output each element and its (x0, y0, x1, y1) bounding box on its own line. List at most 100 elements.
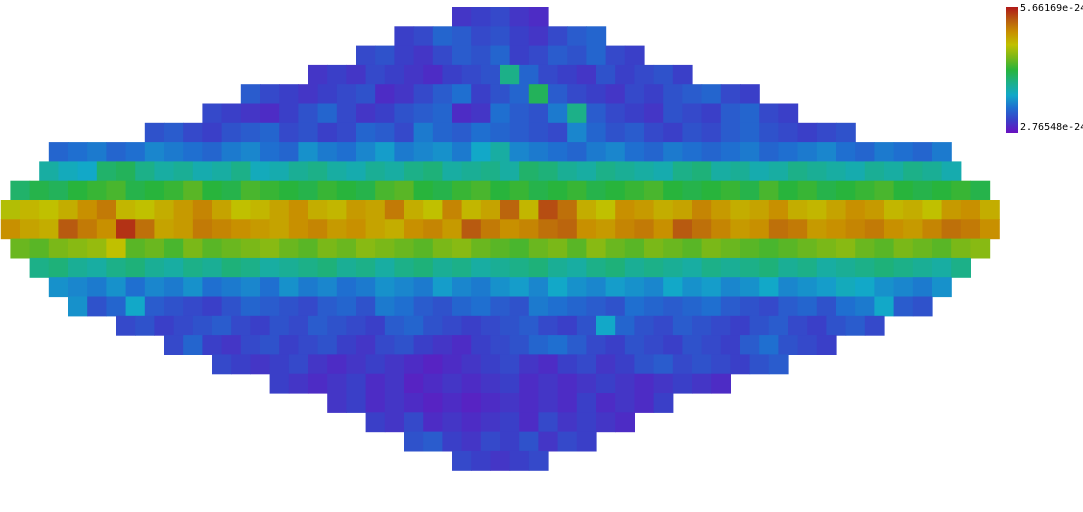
map-pixel (490, 142, 511, 162)
map-pixel (576, 200, 597, 220)
map-pixel (154, 315, 175, 336)
map-pixel (269, 200, 290, 220)
map-pixel (288, 354, 309, 375)
map-pixel (125, 238, 146, 259)
map-pixel (125, 142, 146, 162)
map-pixel (231, 161, 251, 182)
map-pixel (404, 373, 424, 394)
map-pixel (106, 277, 127, 298)
map-pixel (29, 257, 50, 278)
map-pixel (682, 103, 703, 124)
map-pixel (183, 296, 203, 317)
map-pixel (816, 180, 837, 201)
map-pixel (874, 257, 895, 278)
map-pixel (596, 219, 616, 240)
map-pixel (68, 238, 88, 259)
map-pixel (912, 296, 933, 317)
map-pixel (221, 335, 242, 355)
map-pixel (644, 142, 664, 162)
map-pixel (740, 238, 760, 259)
map-pixel (240, 180, 261, 201)
map-pixel (778, 238, 799, 259)
map-pixel (394, 277, 415, 298)
map-pixel (711, 373, 731, 394)
map-pixel (807, 200, 827, 220)
map-pixel (68, 296, 88, 317)
map-pixel (356, 335, 376, 355)
map-pixel (250, 315, 271, 336)
map-pixel (346, 200, 367, 220)
map-pixel (39, 219, 59, 240)
map-pixel (557, 200, 578, 220)
map-pixel (557, 161, 578, 182)
map-pixel (874, 238, 895, 259)
map-pixel (471, 296, 491, 317)
map-pixel (557, 412, 578, 433)
map-pixel (0, 200, 21, 220)
map-pixel (77, 200, 98, 220)
map-pixel (519, 161, 539, 182)
map-pixel (461, 161, 482, 182)
map-pixel (586, 277, 607, 298)
map-pixel (682, 257, 703, 278)
map-pixel (288, 373, 309, 394)
map-pixel (740, 296, 760, 317)
map-pixel (192, 219, 213, 240)
map-pixel (375, 45, 395, 66)
map-pixel (471, 277, 491, 298)
map-pixel (375, 103, 395, 124)
map-pixel (759, 122, 779, 143)
map-pixel (528, 257, 549, 278)
map-pixel (788, 161, 808, 182)
map-pixel (413, 335, 434, 355)
map-pixel (375, 180, 395, 201)
map-pixel (164, 180, 184, 201)
map-pixel (624, 45, 645, 66)
map-pixel (442, 431, 463, 452)
map-pixel (509, 257, 530, 278)
map-pixel (183, 142, 203, 162)
map-pixel (701, 103, 722, 124)
map-pixel (644, 103, 664, 124)
map-pixel (711, 354, 731, 375)
map-pixel (260, 335, 280, 355)
map-pixel (432, 142, 453, 162)
map-pixel (164, 122, 184, 143)
map-pixel (759, 238, 779, 259)
map-pixel (509, 103, 530, 124)
map-pixel (202, 180, 223, 201)
map-pixel (701, 296, 722, 317)
map-pixel (365, 373, 386, 394)
map-pixel (490, 84, 511, 105)
map-pixel (125, 180, 146, 201)
map-pixel (797, 142, 818, 162)
map-pixel (519, 373, 539, 394)
map-pixel (624, 238, 645, 259)
map-pixel (548, 84, 568, 105)
map-pixel (788, 315, 808, 336)
map-pixel (298, 296, 319, 317)
map-pixel (509, 277, 530, 298)
map-pixel (720, 84, 741, 105)
colorbar (1006, 7, 1018, 133)
map-pixel (48, 238, 69, 259)
map-pixel (500, 354, 520, 375)
map-pixel (327, 161, 347, 182)
map-pixel (461, 412, 482, 433)
map-pixel (452, 450, 472, 471)
map-pixel (557, 354, 578, 375)
map-pixel (951, 180, 971, 201)
map-pixel (10, 238, 31, 259)
map-pixel (413, 26, 434, 47)
map-pixel (365, 354, 386, 375)
map-pixel (308, 161, 328, 182)
map-pixel (576, 161, 597, 182)
map-pixel (567, 296, 587, 317)
map-pixel (528, 238, 549, 259)
map-pixel (548, 45, 568, 66)
map-pixel (240, 122, 261, 143)
map-pixel (0, 219, 21, 240)
map-pixel (615, 315, 635, 336)
map-pixel (250, 219, 271, 240)
